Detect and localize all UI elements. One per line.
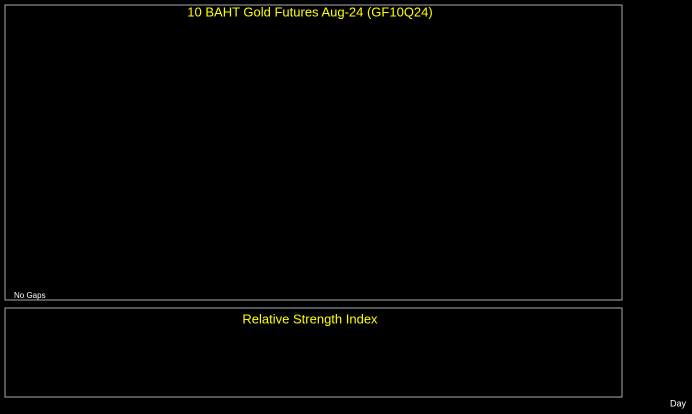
chart-title: 10 BAHT Gold Futures Aug-24 (GF10Q24) xyxy=(187,4,432,19)
annotation: No Gaps xyxy=(14,291,46,300)
rsi-panel xyxy=(4,307,623,398)
price-panel xyxy=(4,4,623,301)
rsi-title: Relative Strength Index xyxy=(242,311,378,326)
labels: 10 BAHT Gold Futures Aug-24 (GF10Q24) No… xyxy=(14,4,687,408)
x-axis-label: Day xyxy=(670,398,687,408)
